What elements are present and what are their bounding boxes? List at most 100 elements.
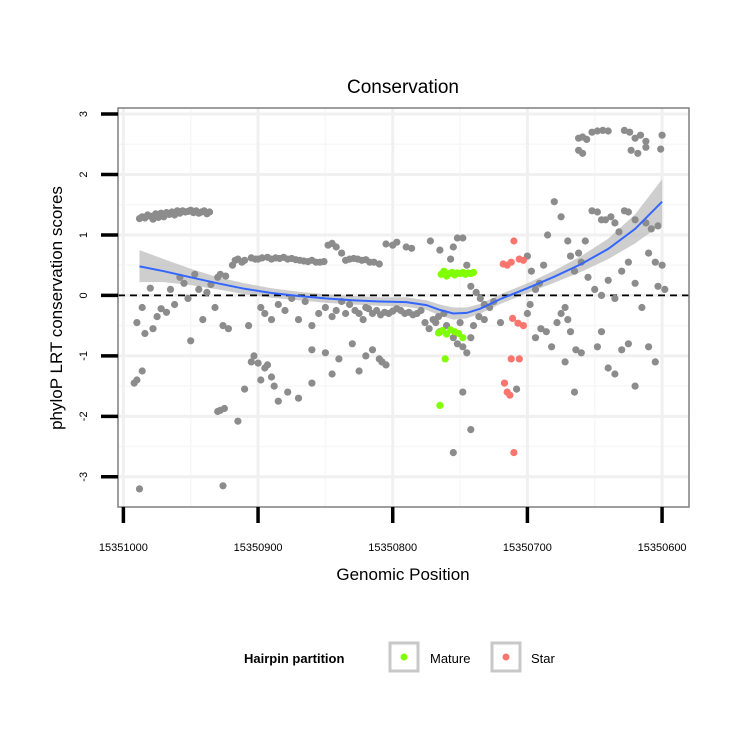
other-point [203, 288, 211, 296]
other-point [449, 449, 457, 457]
other-point [382, 240, 390, 248]
other-point [206, 208, 214, 216]
other-point [581, 237, 589, 245]
other-point [393, 238, 401, 246]
other-point [463, 261, 471, 269]
confidence-ribbon [139, 179, 663, 320]
other-point [654, 282, 662, 290]
other-point [453, 234, 461, 242]
other-point [219, 322, 227, 330]
other-point [294, 316, 303, 324]
other-point [480, 316, 488, 324]
other-point [593, 127, 602, 135]
other-point [321, 349, 329, 357]
other-point [332, 243, 340, 251]
other-point [436, 246, 444, 254]
other-point [597, 291, 606, 299]
y-tick-label: -3 [78, 472, 90, 482]
other-point [162, 308, 171, 316]
other-point [526, 300, 534, 309]
other-point [544, 231, 552, 239]
other-point [315, 309, 323, 318]
other-point [467, 282, 475, 290]
other-point [346, 300, 354, 309]
other-point [267, 316, 276, 324]
other-point [583, 135, 591, 143]
other-point [651, 258, 659, 266]
other-point [191, 270, 199, 278]
other-point [222, 272, 230, 280]
star-point [510, 449, 518, 457]
legend-star-icon [502, 653, 510, 661]
other-point [321, 303, 329, 312]
star-point [500, 379, 509, 387]
other-point [647, 225, 655, 233]
other-point [449, 243, 457, 251]
other-point [658, 131, 666, 139]
y-tick-label: 3 [78, 111, 90, 117]
other-point [216, 270, 224, 278]
other-point [426, 237, 434, 245]
other-point [642, 137, 650, 145]
other-point [570, 267, 579, 275]
other-point [263, 361, 272, 369]
other-point [634, 149, 642, 157]
other-point [149, 325, 157, 333]
other-point [553, 319, 561, 327]
star-point [508, 314, 517, 322]
other-point [332, 306, 340, 315]
other-point [626, 128, 634, 136]
other-point [421, 319, 429, 327]
other-point [469, 322, 478, 330]
other-point [368, 346, 377, 354]
other-point [604, 364, 612, 372]
other-point [657, 145, 665, 153]
other-point [245, 322, 253, 330]
loess-smooth-line [139, 200, 663, 315]
other-point [566, 328, 575, 336]
other-point [250, 352, 258, 360]
other-point [211, 303, 219, 312]
other-point [301, 297, 309, 306]
mature-point [459, 334, 467, 342]
other-point [631, 134, 639, 142]
other-point [199, 316, 207, 324]
other-point [138, 367, 146, 375]
other-point [597, 328, 606, 336]
grid-lines [118, 108, 689, 507]
other-point [638, 303, 646, 312]
other-point [247, 358, 255, 366]
other-point [254, 359, 262, 367]
x-axis-title: Genomic Position [336, 565, 469, 584]
other-point [611, 219, 619, 227]
other-point [631, 279, 639, 287]
other-point [459, 388, 467, 396]
y-axis: 3 2 1 0 -1 -2 -3 [78, 111, 118, 482]
other-point [375, 260, 383, 268]
star-point [519, 322, 528, 330]
other-point [496, 319, 505, 327]
other-point [135, 485, 144, 493]
other-point [320, 258, 328, 266]
other-point [611, 370, 619, 378]
data-points-layer [130, 126, 669, 493]
other-point [348, 340, 356, 348]
other-point [604, 276, 612, 284]
other-point [636, 131, 645, 139]
plot-panel-border [117, 107, 690, 508]
other-point [475, 313, 483, 321]
other-point [588, 128, 596, 136]
other-point [651, 358, 659, 366]
other-point [601, 216, 610, 224]
other-point [513, 385, 521, 393]
y-axis-title: phyloP LRT conservation scores [47, 186, 66, 430]
other-point [378, 358, 386, 366]
other-point [261, 309, 269, 318]
other-point [133, 376, 141, 384]
legend-label-star: Star [531, 651, 556, 666]
other-point [527, 267, 536, 275]
other-point [531, 285, 540, 293]
other-point [453, 340, 461, 348]
other-point [359, 316, 367, 324]
other-point [133, 319, 141, 327]
